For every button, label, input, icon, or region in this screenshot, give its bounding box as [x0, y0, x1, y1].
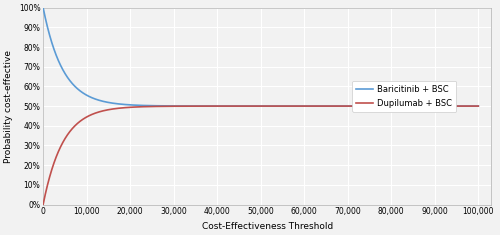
Dupilumab + BSC [90, 113, 96, 115]
Baricitinib + BSC [40, 6, 46, 9]
Baricitinib + BSC [207, 105, 213, 107]
Line: Dupilumab + BSC: Dupilumab + BSC [43, 106, 478, 204]
Baricitinib + BSC [90, 97, 96, 99]
Baricitinib + BSC [476, 105, 482, 107]
Dupilumab + BSC [116, 107, 121, 110]
X-axis label: Cost-Effectiveness Threshold: Cost-Effectiveness Threshold [202, 222, 333, 231]
Dupilumab + BSC [476, 105, 482, 107]
Dupilumab + BSC [467, 105, 473, 107]
Dupilumab + BSC [420, 105, 426, 107]
Dupilumab + BSC [226, 105, 232, 107]
Legend: Baricitinib + BSC, Dupilumab + BSC: Baricitinib + BSC, Dupilumab + BSC [352, 81, 457, 112]
Line: Baricitinib + BSC: Baricitinib + BSC [43, 8, 478, 106]
Baricitinib + BSC [116, 102, 121, 105]
Y-axis label: Probability cost-effective: Probability cost-effective [4, 50, 13, 163]
Baricitinib + BSC [226, 105, 232, 107]
Dupilumab + BSC [40, 203, 46, 206]
Dupilumab + BSC [207, 105, 213, 108]
Baricitinib + BSC [467, 105, 473, 107]
Baricitinib + BSC [420, 105, 426, 107]
